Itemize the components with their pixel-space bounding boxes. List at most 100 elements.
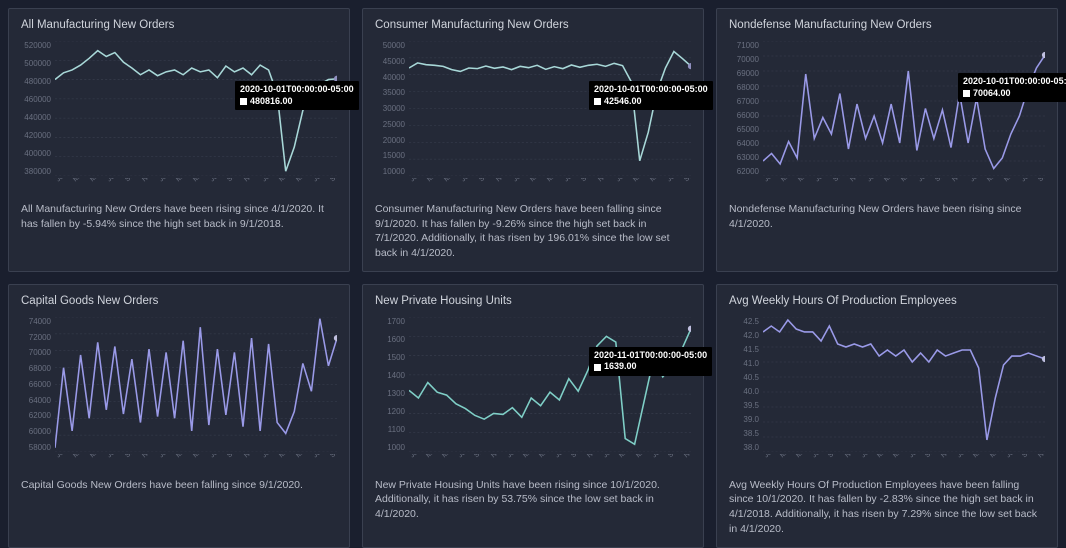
x-tick: May-19 bbox=[892, 454, 911, 469]
x-tick: Sep-18 bbox=[827, 454, 846, 469]
x-tick: Sep-18 bbox=[832, 178, 851, 193]
x-tick: Mar-18 bbox=[425, 454, 444, 469]
chart-card: Nondefense Manufacturing New Orders 71000… bbox=[716, 8, 1058, 272]
y-tick: 1100 bbox=[375, 425, 405, 434]
plot[interactable]: 2020-10-01T00:00:00-05:0042546.00 bbox=[409, 41, 691, 176]
y-tick: 42.0 bbox=[729, 331, 759, 340]
x-tick: May-20 bbox=[989, 454, 1008, 469]
x-tick: Jan-18 bbox=[55, 454, 74, 469]
x-tick: Mar-18 bbox=[72, 454, 91, 469]
series-line bbox=[55, 318, 337, 447]
x-tick: Mar-18 bbox=[426, 178, 445, 193]
x-axis: Jan-18Mar-18May-18Jul-18Sep-18Nov-18Jan-… bbox=[409, 178, 691, 198]
tooltip-timestamp: 2020-10-01T00:00:00-05:00 bbox=[240, 84, 354, 96]
x-axis: Jan-18Mar-18May-18Jul-18Sep-18Nov-18Jan-… bbox=[409, 454, 691, 474]
x-tick: Jul-20 bbox=[312, 454, 331, 469]
x-tick: Nov-18 bbox=[495, 178, 514, 193]
x-tick: Jul-18 bbox=[106, 178, 125, 193]
chart-area[interactable]: 7400072000700006800066000640006200060000… bbox=[21, 317, 337, 452]
x-tick: Jul-19 bbox=[917, 178, 936, 193]
x-tick: Sep-19 bbox=[580, 178, 599, 193]
x-tick: Mar-20 bbox=[618, 454, 637, 469]
chart-area[interactable]: 5000045000400003500030000250002000015000… bbox=[375, 41, 691, 176]
x-tick: Jul-19 bbox=[554, 454, 573, 469]
x-tick: Sep-19 bbox=[226, 178, 245, 193]
x-tick: Sep-20 bbox=[683, 178, 691, 193]
plot[interactable]: 2020-10-01T00:00:00-05:00480816.00 bbox=[55, 41, 337, 176]
end-point bbox=[688, 325, 691, 331]
y-tick: 480000 bbox=[21, 77, 51, 86]
tooltip: 2020-10-01T00:00:00-05:0042546.00 bbox=[589, 81, 713, 110]
x-tick: Mar-19 bbox=[529, 178, 548, 193]
y-tick: 460000 bbox=[21, 95, 51, 104]
x-tick: Jul-20 bbox=[1005, 454, 1024, 469]
x-tick: Nov-19 bbox=[951, 178, 970, 193]
y-tick: 72000 bbox=[21, 333, 51, 342]
y-tick: 41.5 bbox=[729, 345, 759, 354]
y-tick: 38.5 bbox=[729, 429, 759, 438]
y-tick: 1300 bbox=[375, 389, 405, 398]
x-tick: Sep-20 bbox=[329, 454, 337, 469]
x-tick: Jan-20 bbox=[261, 178, 280, 193]
tooltip-marker bbox=[240, 98, 247, 105]
x-tick: May-18 bbox=[795, 454, 814, 469]
y-tick: 39.0 bbox=[729, 415, 759, 424]
x-tick: Mar-20 bbox=[632, 178, 651, 193]
x-axis: Jan-18Mar-18May-18Jul-18Sep-18Nov-18Jan-… bbox=[55, 454, 337, 474]
plot[interactable]: 2020-10-01T00:00:00-05:0070064.00 bbox=[763, 41, 1045, 176]
x-tick: Mar-19 bbox=[175, 454, 194, 469]
chart-summary: Nondefense Manufacturing New Orders have… bbox=[729, 202, 1045, 231]
x-tick: Mar-18 bbox=[779, 454, 798, 469]
plot[interactable] bbox=[55, 317, 337, 452]
x-tick: Jan-18 bbox=[55, 178, 74, 193]
tooltip-timestamp: 2020-11-01T00:00:00-05:00 bbox=[594, 350, 707, 362]
x-tick: Jul-20 bbox=[666, 178, 685, 193]
tooltip-timestamp: 2020-10-01T00:00:00-05:00 bbox=[594, 84, 708, 96]
y-tick: 420000 bbox=[21, 131, 51, 140]
x-tick: Jul-20 bbox=[312, 178, 331, 193]
x-tick: Nov-19 bbox=[243, 178, 262, 193]
x-tick: Mar-20 bbox=[972, 454, 991, 469]
tooltip-marker bbox=[594, 98, 601, 105]
y-tick: 63000 bbox=[729, 153, 759, 162]
chart-area[interactable]: 170016001500140013001200110010002020-11-… bbox=[375, 317, 691, 452]
plot[interactable] bbox=[763, 317, 1045, 452]
x-axis: Jan-18Mar-18May-18Jul-18Sep-18Nov-18Jan-… bbox=[763, 454, 1045, 474]
x-tick: Sep-18 bbox=[473, 454, 492, 469]
x-tick: Sep-20 bbox=[329, 178, 337, 193]
x-tick: Jan-19 bbox=[158, 454, 177, 469]
x-tick: May-19 bbox=[900, 178, 919, 193]
x-tick: Nov-19 bbox=[940, 454, 959, 469]
y-tick: 500000 bbox=[21, 59, 51, 68]
chart-title: Consumer Manufacturing New Orders bbox=[375, 19, 691, 31]
y-axis: 42.542.041.541.040.540.039.539.038.538.0 bbox=[729, 317, 763, 452]
x-tick: Sep-20 bbox=[1037, 178, 1045, 193]
x-tick: Jul-20 bbox=[1020, 178, 1039, 193]
y-tick: 39.5 bbox=[729, 401, 759, 410]
y-tick: 520000 bbox=[21, 41, 51, 50]
x-tick: Jul-18 bbox=[814, 178, 833, 193]
chart-area[interactable]: 5200005000004800004600004400004200004000… bbox=[21, 41, 337, 176]
y-tick: 45000 bbox=[375, 57, 405, 66]
chart-summary: Avg Weekly Hours Of Production Employees… bbox=[729, 478, 1045, 537]
x-tick: Nov-19 bbox=[586, 454, 605, 469]
y-tick: 66000 bbox=[21, 380, 51, 389]
chart-area[interactable]: 42.542.041.541.040.540.039.539.038.538.0 bbox=[729, 317, 1045, 452]
series-line bbox=[409, 328, 691, 444]
x-tick: May-19 bbox=[192, 178, 211, 193]
x-tick: Jan-20 bbox=[956, 454, 975, 469]
y-tick: 30000 bbox=[375, 104, 405, 113]
chart-title: Nondefense Manufacturing New Orders bbox=[729, 19, 1045, 31]
plot[interactable]: 2020-11-01T00:00:00-05:001639.00 bbox=[409, 317, 691, 452]
x-tick: Jul-18 bbox=[457, 454, 476, 469]
y-tick: 42.5 bbox=[729, 317, 759, 326]
y-tick: 20000 bbox=[375, 136, 405, 145]
y-tick: 67000 bbox=[729, 97, 759, 106]
x-tick: May-18 bbox=[441, 454, 460, 469]
y-tick: 35000 bbox=[375, 88, 405, 97]
chart-title: All Manufacturing New Orders bbox=[21, 19, 337, 31]
y-tick: 40.5 bbox=[729, 373, 759, 382]
chart-area[interactable]: 7100070000690006800067000660006500064000… bbox=[729, 41, 1045, 176]
y-tick: 41.0 bbox=[729, 359, 759, 368]
x-tick: Jul-19 bbox=[209, 454, 228, 469]
